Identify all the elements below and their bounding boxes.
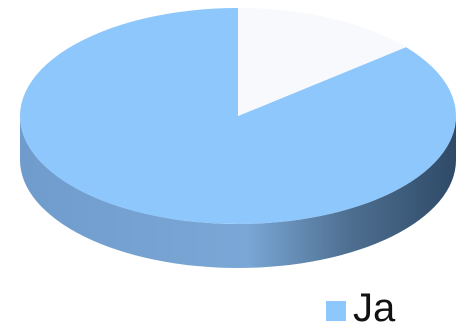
pie-side-wall [20, 116, 456, 268]
pie-slice-unlabeled [238, 8, 406, 116]
legend-label-ja: Ja [353, 286, 396, 330]
pie-slice-ja [19, 7, 456, 224]
legend-swatch-ja [326, 301, 346, 321]
legend: Ja [326, 286, 395, 330]
